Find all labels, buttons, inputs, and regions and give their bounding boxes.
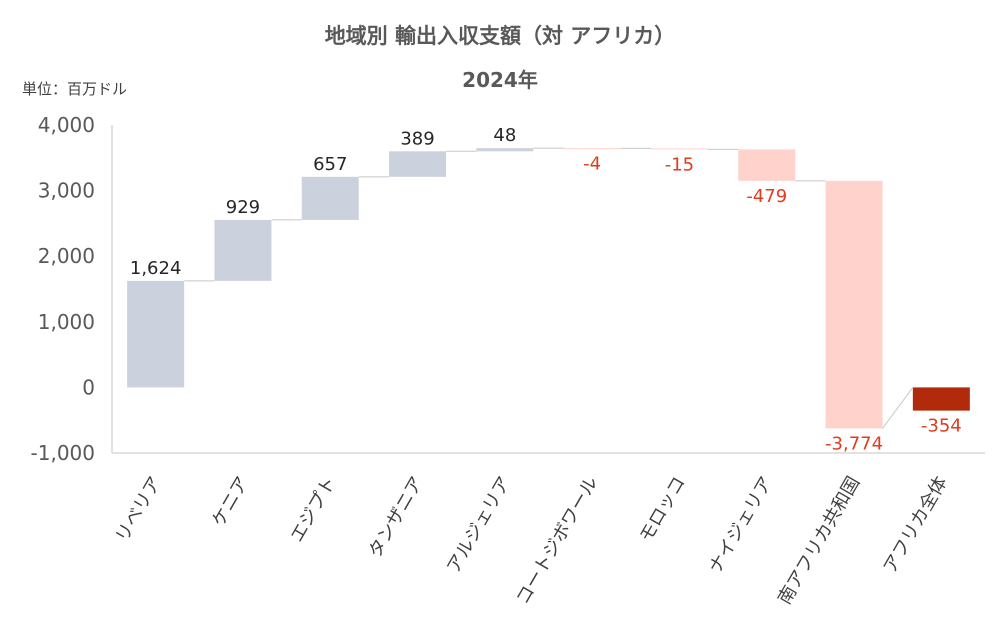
data-label: 48 [493,125,516,146]
y-tick-label: 4,000 [38,113,95,137]
waterfall-bar [214,219,272,281]
data-label: 1,624 [130,258,182,279]
data-label: -4 [583,153,601,174]
chart-subtitle: 2024年 [462,68,538,92]
waterfall-bar [825,180,883,429]
x-tick-label: アルジェリア [443,473,515,577]
y-tick-label: 0 [82,375,95,399]
x-tick-label: 南アフリカ共和国 [774,473,864,608]
unit-label: 単位：百万ドル [22,80,128,98]
waterfall-bar [650,148,708,150]
x-tick-label: ケニア [208,473,253,530]
data-label: 657 [313,154,347,175]
waterfall-bar [912,387,970,411]
chart-title: 地域別 輸出入収支額（対 アフリカ） [324,24,676,48]
waterfall-bar [127,280,185,388]
data-label: -15 [665,154,694,175]
waterfall-bar [738,149,796,181]
waterfall-bar [301,176,359,220]
y-tick-label: 3,000 [38,179,95,203]
y-tick-label: 1,000 [38,310,95,334]
data-label: 929 [226,197,260,218]
x-tick-label: ナイジェリア [705,473,777,577]
x-tick-label: タンザニア [365,473,428,561]
x-tick-label: エジプト [286,473,340,546]
data-label: -354 [921,416,962,437]
y-tick-label: -1,000 [31,441,95,465]
x-tick-label: アフリカ全体 [879,473,951,577]
y-tick-label: 2,000 [38,244,95,268]
x-tick-label: モロッコ [636,473,690,546]
x-tick-label: リベリア [112,473,166,546]
data-label: -479 [746,186,787,207]
waterfall-bar [476,148,534,152]
x-tick-label: コートジボワール [512,473,602,608]
data-label: -3,774 [825,433,883,454]
waterfall-bar [563,148,621,150]
connector-line [882,387,914,429]
waterfall-bar [389,151,447,177]
data-label: 389 [400,128,434,149]
